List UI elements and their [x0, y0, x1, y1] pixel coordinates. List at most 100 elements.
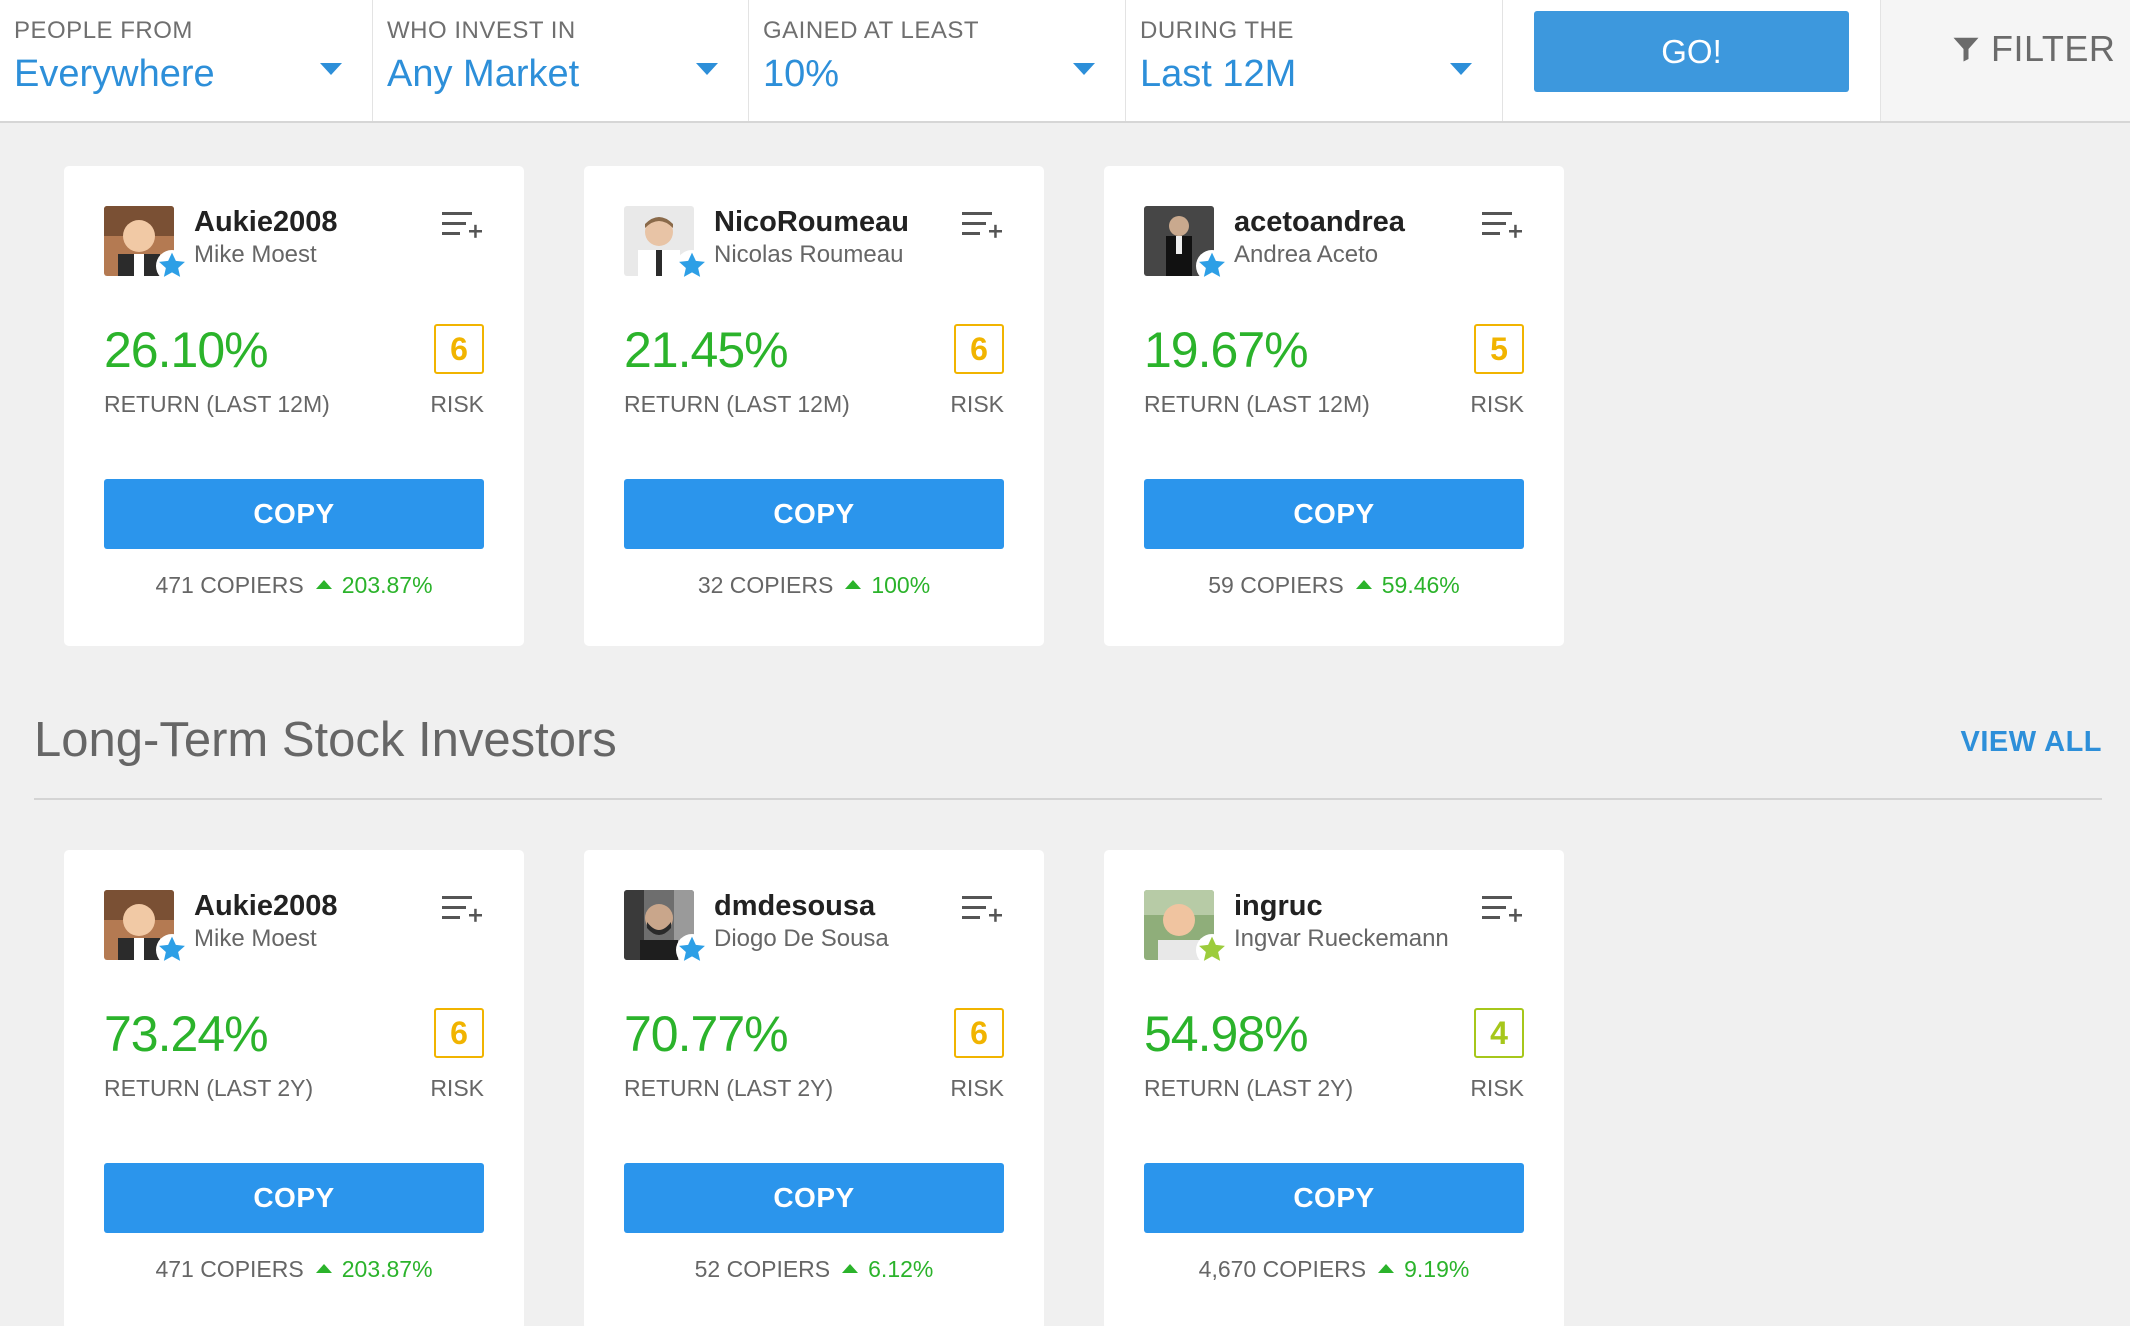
copiers-change: 203.87%: [341, 572, 433, 598]
risk-score-badge: 4: [1474, 1008, 1524, 1058]
investor-name: Mike Moest: [194, 241, 317, 268]
blue-star-icon: [156, 250, 188, 282]
investor-name: Andrea Aceto: [1234, 241, 1379, 268]
investor-name: Ingvar Rueckemann: [1234, 925, 1449, 952]
investor-username[interactable]: acetoandrea: [1234, 206, 1405, 238]
caret-down-icon: [1073, 63, 1095, 75]
triangle-up-icon: [1355, 580, 1372, 590]
risk-score-badge: 6: [434, 1008, 484, 1058]
copiers-stats: 32 COPIERS 100%: [584, 572, 1044, 599]
filter-button[interactable]: FILTER: [1951, 27, 2115, 71]
return-label: RETURN (LAST 2Y): [1144, 1075, 1354, 1101]
copiers-change: 59.46%: [1381, 572, 1460, 598]
risk-label: RISK: [430, 1075, 484, 1101]
investor-card: acetoandrea Andrea Aceto 19.67% RETURN (…: [1104, 166, 1564, 646]
blue-star-icon: [676, 934, 708, 966]
risk-score-badge: 5: [1474, 324, 1524, 374]
investor-username[interactable]: Aukie2008: [194, 890, 338, 922]
filter-value: Everywhere: [14, 53, 215, 95]
investor-card: Aukie2008 Mike Moest 73.24% RETURN (LAST…: [64, 850, 524, 1326]
funnel-icon: [1953, 37, 1979, 62]
copiers-stats: 4,670 COPIERS 9.19%: [1104, 1256, 1564, 1283]
triangle-up-icon: [845, 580, 862, 590]
filter-gained-at-least[interactable]: GAINED AT LEAST 10%: [749, 0, 1126, 121]
return-label: RETURN (LAST 12M): [1144, 391, 1370, 417]
return-label: RETURN (LAST 2Y): [104, 1075, 314, 1101]
copiers-count: 471 COPIERS: [155, 1256, 304, 1282]
copiers-stats: 59 COPIERS 59.46%: [1104, 572, 1564, 599]
add-to-watchlist-icon[interactable]: [962, 208, 1004, 242]
add-to-watchlist-icon[interactable]: [962, 892, 1004, 926]
avatar[interactable]: [624, 206, 708, 282]
avatar[interactable]: [104, 890, 188, 966]
triangle-up-icon: [315, 580, 332, 590]
blue-star-icon: [676, 250, 708, 282]
copiers-count: 59 COPIERS: [1208, 572, 1344, 598]
avatar[interactable]: [1144, 890, 1228, 966]
avatar[interactable]: [624, 890, 708, 966]
filter-value: 10%: [763, 53, 840, 95]
risk-label: RISK: [950, 1075, 1004, 1101]
investor-card: Aukie2008 Mike Moest 26.10% RETURN (LAST…: [64, 166, 524, 646]
copy-button[interactable]: COPY: [1144, 479, 1524, 549]
copiers-count: 32 COPIERS: [697, 572, 834, 598]
triangle-up-icon: [315, 1264, 332, 1274]
investor-card: ingruc Ingvar Rueckemann 54.98% RETURN (…: [1104, 850, 1564, 1326]
caret-down-icon: [1450, 63, 1472, 75]
filter-value: Any Market: [387, 53, 580, 95]
section-title: Long-Term Stock Investors: [34, 713, 617, 767]
go-button[interactable]: GO!: [1534, 11, 1849, 92]
copiers-count: 4,670 COPIERS: [1198, 1256, 1367, 1282]
copiers-stats: 471 COPIERS 203.87%: [64, 1256, 524, 1283]
copiers-count: 52 COPIERS: [694, 1256, 831, 1282]
risk-label: RISK: [430, 391, 484, 417]
copiers-change: 100%: [871, 572, 931, 598]
risk-score-badge: 6: [434, 324, 484, 374]
risk-label: RISK: [1470, 1075, 1524, 1101]
view-all-link[interactable]: VIEW ALL: [1960, 726, 2102, 758]
return-value: 73.24%: [104, 1006, 269, 1062]
return-label: RETURN (LAST 12M): [104, 391, 330, 417]
risk-label: RISK: [1470, 391, 1524, 417]
filter-label: GAINED AT LEAST: [763, 17, 980, 44]
return-label: RETURN (LAST 12M): [624, 391, 850, 417]
filter-area: FILTER: [1880, 0, 2130, 121]
investor-card: NicoRoumeau Nicolas Roumeau 21.45% RETUR…: [584, 166, 1044, 646]
green-star-icon: [1196, 934, 1228, 966]
copiers-change: 6.12%: [868, 1256, 934, 1282]
investor-username[interactable]: ingruc: [1234, 890, 1323, 922]
filter-value: Last 12M: [1140, 53, 1297, 95]
filter-invest-in[interactable]: WHO INVEST IN Any Market: [373, 0, 749, 121]
filter-button-label: FILTER: [1991, 28, 2116, 69]
filter-during[interactable]: DURING THE Last 12M: [1126, 0, 1503, 121]
avatar[interactable]: [1144, 206, 1228, 282]
return-value: 21.45%: [624, 322, 789, 378]
add-to-watchlist-icon[interactable]: [1482, 892, 1524, 926]
blue-star-icon: [1196, 250, 1228, 282]
copy-button[interactable]: COPY: [104, 479, 484, 549]
copiers-stats: 471 COPIERS 203.87%: [64, 572, 524, 599]
copiers-count: 471 COPIERS: [155, 572, 304, 598]
caret-down-icon: [320, 63, 342, 75]
copy-button[interactable]: COPY: [104, 1163, 484, 1233]
investor-name: Mike Moest: [194, 925, 317, 952]
return-value: 19.67%: [1144, 322, 1309, 378]
blue-star-icon: [156, 934, 188, 966]
return-value: 70.77%: [624, 1006, 789, 1062]
filter-people-from[interactable]: PEOPLE FROM Everywhere: [0, 0, 373, 121]
caret-down-icon: [696, 63, 718, 75]
copy-button[interactable]: COPY: [624, 479, 1004, 549]
investor-username[interactable]: dmdesousa: [714, 890, 876, 922]
add-to-watchlist-icon[interactable]: [1482, 208, 1524, 242]
return-value: 54.98%: [1144, 1006, 1309, 1062]
add-to-watchlist-icon[interactable]: [442, 892, 484, 926]
copy-button[interactable]: COPY: [624, 1163, 1004, 1233]
avatar[interactable]: [104, 206, 188, 282]
investor-name: Nicolas Roumeau: [714, 241, 904, 268]
copy-button[interactable]: COPY: [1144, 1163, 1524, 1233]
return-label: RETURN (LAST 2Y): [624, 1075, 834, 1101]
add-to-watchlist-icon[interactable]: [442, 208, 484, 242]
return-value: 26.10%: [104, 322, 269, 378]
investor-username[interactable]: NicoRoumeau: [714, 206, 909, 238]
investor-username[interactable]: Aukie2008: [194, 206, 338, 238]
